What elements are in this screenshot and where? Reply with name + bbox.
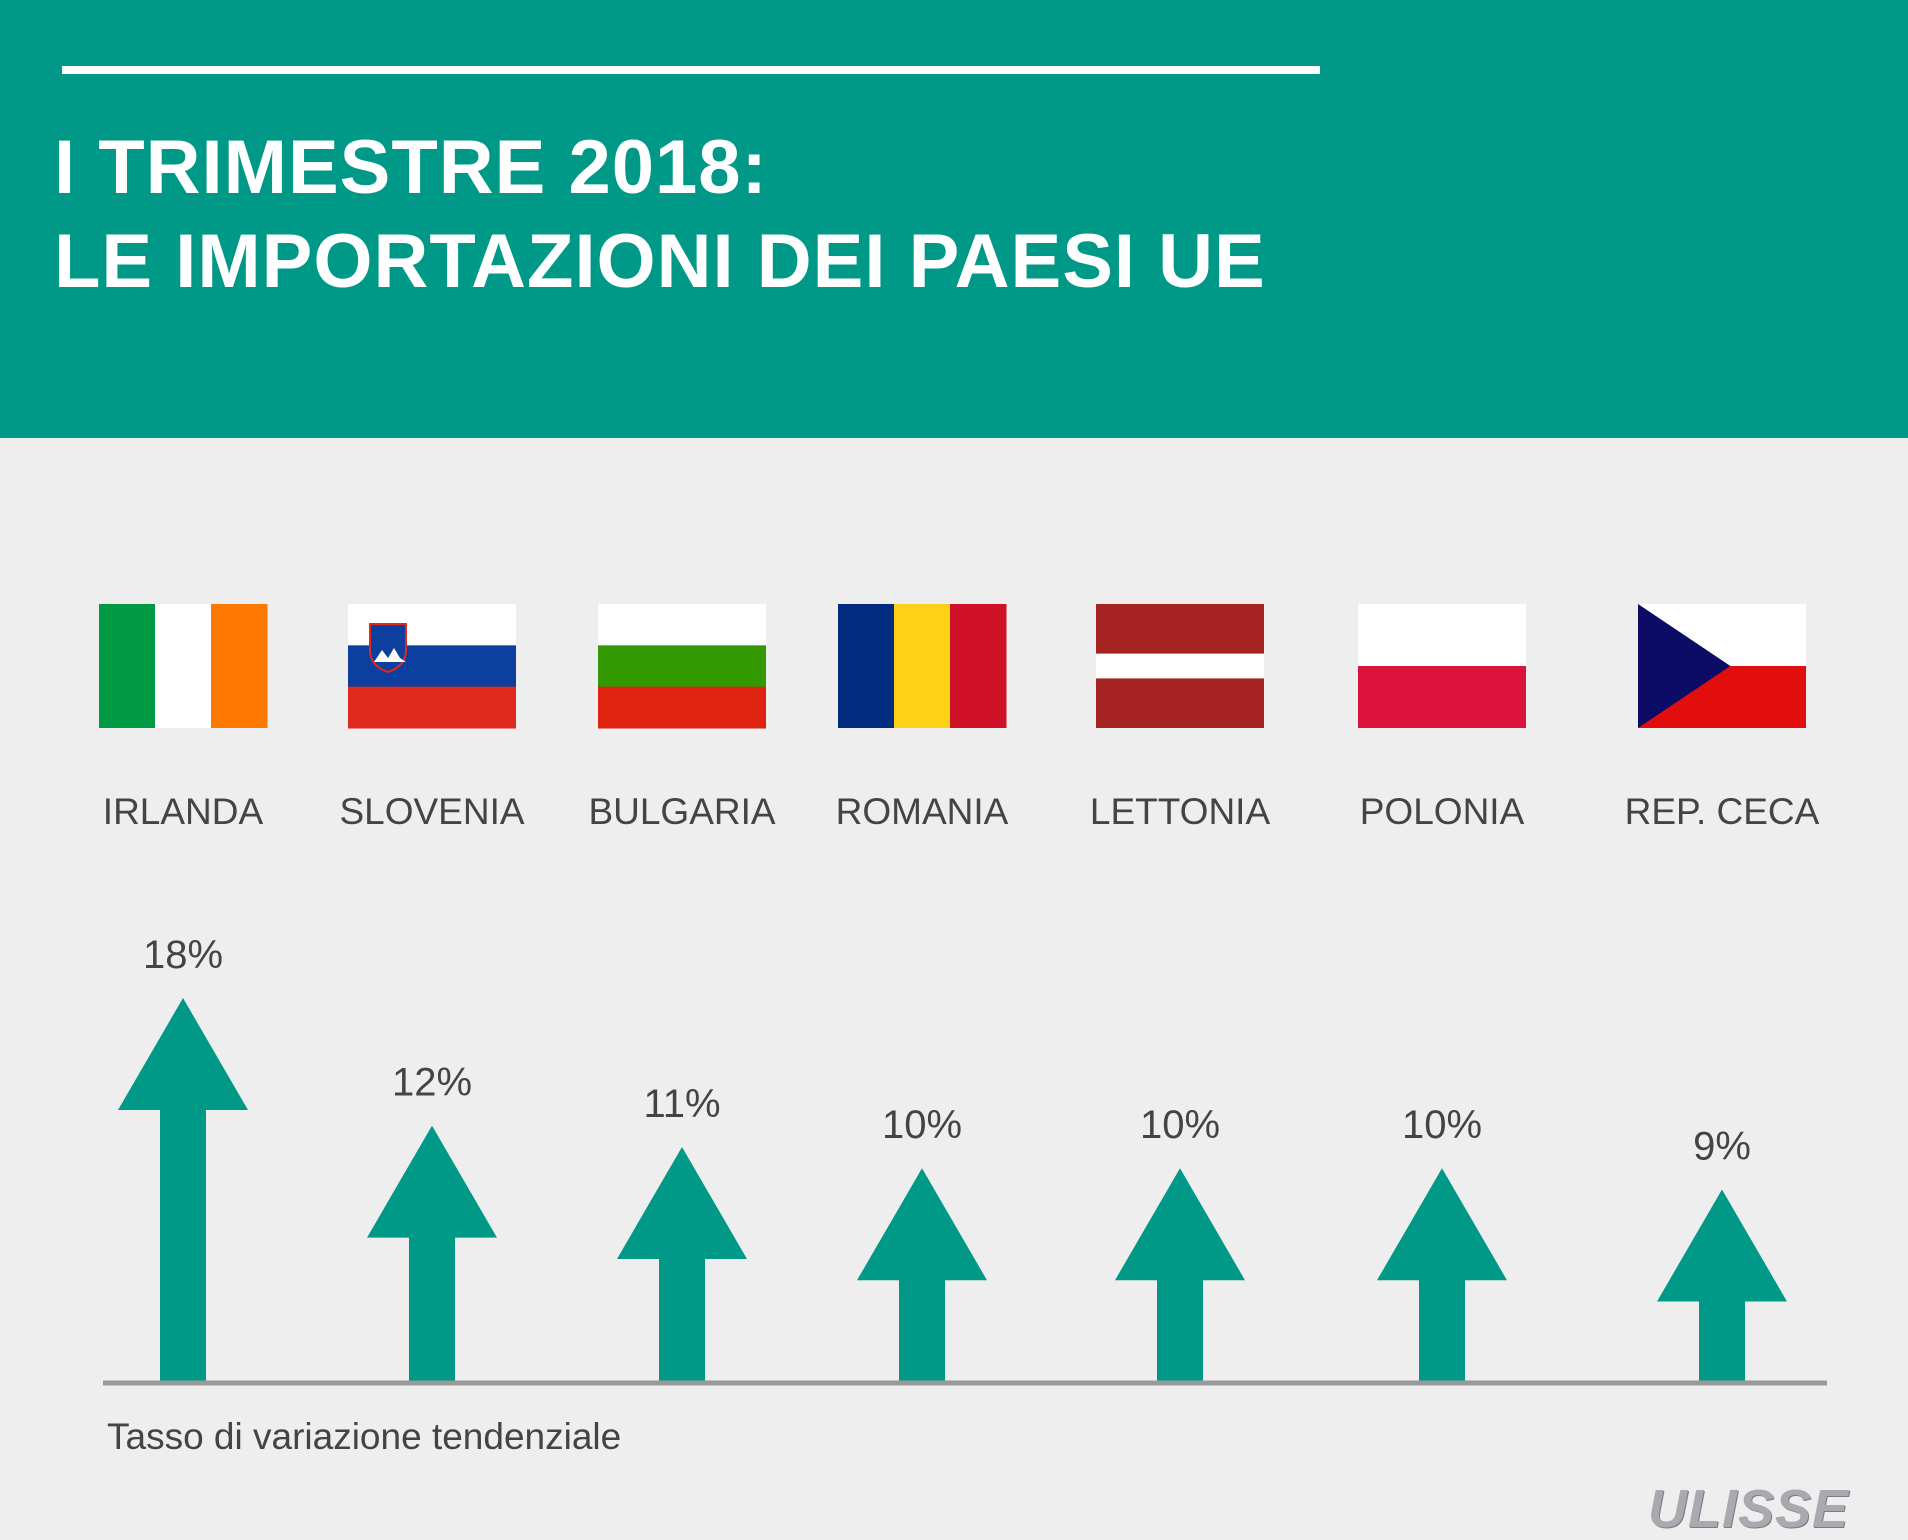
flag-stripe xyxy=(155,604,212,728)
flag-ireland-icon xyxy=(99,604,268,728)
flag-czechia-icon xyxy=(1638,604,1806,728)
arrow-bar-polonia xyxy=(1377,1168,1507,1381)
value-label-romania: 10% xyxy=(882,1103,962,1147)
country-labels: IRLANDA SLOVENIA BULGARIA ROMANIA LETTONIA PO… xyxy=(103,791,1820,832)
flag-crest xyxy=(369,623,407,674)
flag-stripe xyxy=(99,604,156,728)
country-label-romania: ROMANIA xyxy=(836,791,1009,832)
value-label-lettonia: 10% xyxy=(1140,1103,1220,1147)
ulisse-logo: ULISSE xyxy=(1648,1479,1850,1539)
flag-stripe xyxy=(598,604,766,646)
flag-stripe xyxy=(598,645,766,688)
flag-bulgaria-icon xyxy=(598,604,766,729)
country-label-rep-ceca: REP. CECA xyxy=(1625,791,1820,832)
flag-romania-icon xyxy=(838,604,1007,728)
page-title-line-1: I TRIMESTRE 2018: xyxy=(54,125,768,210)
flag-latvia-icon xyxy=(1096,604,1264,728)
country-label-irlanda: IRLANDA xyxy=(103,791,264,832)
flag-triangle xyxy=(1638,604,1731,728)
arrow-bar-rep-ceca xyxy=(1657,1189,1787,1381)
flags-row xyxy=(99,604,1806,729)
country-label-slovenia: SLOVENIA xyxy=(339,791,524,832)
flag-stripe xyxy=(1096,604,1264,655)
country-label-lettonia: LETTONIA xyxy=(1090,791,1271,832)
flag-stripe xyxy=(211,604,268,728)
value-label-bulgaria: 11% xyxy=(643,1082,720,1126)
axis-caption: Tasso di variazione tendenziale xyxy=(107,1416,622,1457)
country-label-polonia: POLONIA xyxy=(1360,791,1525,832)
country-label-bulgaria: BULGARIA xyxy=(588,791,775,832)
arrow-bar-lettonia xyxy=(1115,1168,1245,1381)
value-label-polonia: 10% xyxy=(1402,1103,1482,1147)
flag-stripe xyxy=(1358,604,1526,667)
arrow-bar-irlanda xyxy=(118,998,248,1381)
flag-poland-icon xyxy=(1358,604,1526,728)
value-label-slovenia: 12% xyxy=(392,1061,472,1105)
header-rule xyxy=(62,66,1320,74)
flag-slovenia-icon xyxy=(348,604,516,729)
value-labels: 18% 12% 11% 10% 10% 10% 9% xyxy=(143,933,1751,1169)
header-banner: I TRIMESTRE 2018: LE IMPORTAZIONI DEI PA… xyxy=(0,0,1908,438)
arrow-bar-slovenia xyxy=(367,1125,497,1381)
flag-stripe xyxy=(894,604,951,728)
flag-crest-mountain xyxy=(374,648,406,662)
flag-stripe xyxy=(1358,666,1526,728)
value-label-rep-ceca: 9% xyxy=(1693,1125,1751,1169)
page-title-line-2: LE IMPORTAZIONI DEI PAESI UE xyxy=(54,219,1266,304)
flag-stripe xyxy=(348,686,516,729)
arrow-bar-bulgaria xyxy=(617,1146,747,1381)
flag-stripe xyxy=(1096,653,1264,679)
flag-stripe xyxy=(838,604,895,728)
arrow-bar-romania xyxy=(857,1168,987,1381)
value-label-irlanda: 18% xyxy=(143,933,223,977)
growth-arrows xyxy=(118,998,1787,1381)
flag-stripe xyxy=(598,686,766,729)
flag-stripe xyxy=(1096,678,1264,728)
flag-stripe xyxy=(950,604,1007,728)
